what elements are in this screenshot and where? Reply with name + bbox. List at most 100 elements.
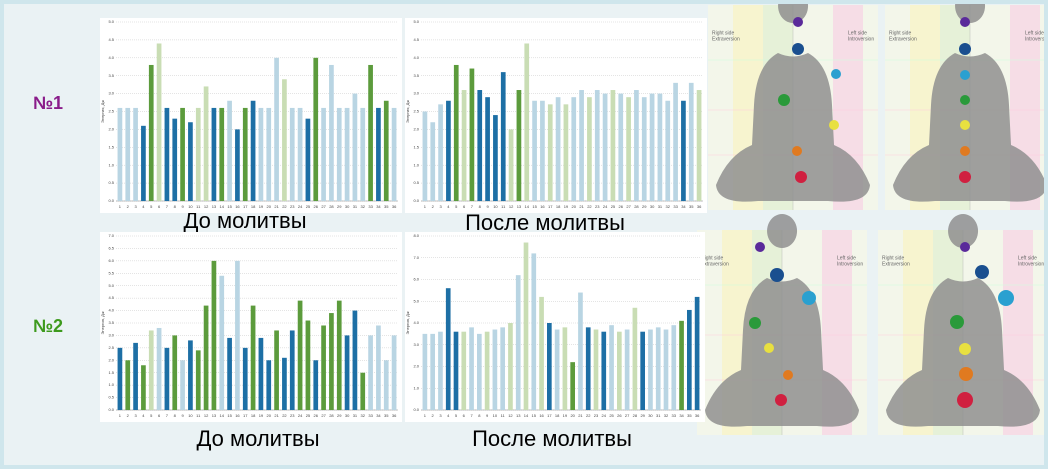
y-tick-label: 1.5 — [108, 370, 114, 375]
x-tick-label: 26 — [314, 413, 319, 418]
x-tick-label: 23 — [290, 413, 295, 418]
bar — [274, 57, 279, 201]
x-tick-label: 34 — [376, 204, 381, 209]
bar — [578, 292, 583, 410]
x-tick-label: 14 — [525, 204, 530, 209]
bar — [227, 100, 232, 201]
x-tick-label: 34 — [681, 204, 686, 209]
bar-chart: Энергия, Дж0.01.02.03.04.05.06.07.08.01 2… — [405, 232, 705, 422]
bar — [609, 325, 614, 410]
x-tick-label: 31 — [353, 413, 358, 418]
bar — [188, 340, 193, 410]
x-tick-label: 34 — [679, 413, 684, 418]
y-tick-label: 1.0 — [413, 385, 419, 390]
bar — [430, 333, 435, 410]
y-tick-label: 4.5 — [108, 37, 114, 42]
side-label: Right side — [712, 30, 734, 36]
x-tick-label: 32 — [664, 413, 669, 418]
bar — [391, 107, 397, 201]
x-tick-label: 12 — [509, 204, 514, 209]
bar — [250, 100, 256, 201]
x-tick-label: 12 — [204, 413, 209, 418]
bar — [360, 372, 366, 410]
y-tick-label: 5.0 — [413, 298, 419, 303]
x-tick-label: 19 — [259, 204, 264, 209]
x-tick-label: 31 — [353, 204, 358, 209]
y-tick-label: 5.5 — [108, 270, 114, 275]
bar — [156, 43, 162, 202]
x-tick-label: 26 — [617, 413, 622, 418]
side-label: Left side — [1018, 255, 1037, 261]
x-tick-label: 17 — [243, 204, 248, 209]
x-tick-label: 29 — [640, 413, 645, 418]
bar — [141, 365, 146, 410]
bar — [383, 360, 389, 410]
x-tick-label: 11 — [501, 204, 506, 209]
bar — [430, 122, 436, 201]
x-tick-label: 18 — [251, 204, 256, 209]
side-label: Right side — [889, 30, 911, 36]
x-tick-label: 4 — [447, 204, 450, 209]
y-tick-label: 1.5 — [413, 144, 419, 149]
x-tick-label: 23 — [290, 204, 295, 209]
bar — [242, 347, 248, 410]
x-tick-label: 35 — [384, 204, 389, 209]
x-tick-label: 32 — [361, 413, 366, 418]
x-tick-label: 15 — [227, 204, 232, 209]
x-tick-label: 1 — [119, 413, 122, 418]
x-tick-label: 27 — [321, 204, 326, 209]
x-tick-label: 30 — [345, 413, 350, 418]
chakra-image: Right side Extraversion Left side Introv… — [877, 213, 1044, 436]
x-tick-label: 9 — [486, 413, 489, 418]
bar — [250, 305, 256, 410]
bar — [141, 125, 146, 201]
y-tick-label: 4.0 — [108, 55, 114, 60]
bar — [657, 93, 663, 201]
caption: После молитвы — [472, 426, 632, 451]
x-tick-label: 14 — [220, 204, 225, 209]
bar — [531, 253, 537, 410]
x-tick-label: 6 — [463, 413, 466, 418]
bar — [593, 329, 599, 410]
x-tick-label: 21 — [274, 204, 279, 209]
bar — [665, 100, 671, 201]
x-tick-label: 35 — [689, 204, 694, 209]
y-tick-label: 3.0 — [108, 91, 114, 96]
x-tick-label: 12 — [204, 204, 209, 209]
y-tick-label: 3.0 — [413, 342, 419, 347]
y-tick-label: 2.0 — [108, 357, 114, 362]
x-tick-label: 5 — [455, 413, 458, 418]
bar — [376, 107, 381, 201]
bar — [649, 93, 655, 201]
x-tick-label: 26 — [314, 204, 319, 209]
x-tick-label: 16 — [540, 204, 545, 209]
side-label: Introversion — [848, 36, 874, 42]
x-tick-label: 5 — [150, 204, 153, 209]
bar — [571, 97, 577, 201]
bar — [508, 129, 514, 201]
bar — [344, 107, 350, 201]
bar — [461, 331, 467, 410]
bar — [485, 97, 490, 201]
y-axis-label: Энергия, Дж — [100, 311, 105, 334]
y-tick-label: 0.5 — [413, 180, 419, 185]
bar — [172, 118, 178, 201]
bar — [438, 104, 443, 201]
bar — [484, 331, 490, 410]
bar — [438, 331, 443, 410]
side-label: Right side — [701, 255, 723, 261]
x-tick-label: 27 — [321, 413, 326, 418]
x-tick-label: 19 — [563, 413, 568, 418]
x-tick-label: 13 — [517, 204, 522, 209]
y-tick-label: 4.5 — [108, 295, 114, 300]
bar — [360, 107, 366, 201]
caption: После молитвы — [465, 210, 625, 235]
bar — [587, 97, 592, 201]
bar — [352, 93, 358, 201]
bar — [164, 347, 170, 410]
bar — [297, 107, 303, 201]
bar — [117, 107, 123, 201]
bar — [671, 325, 677, 410]
y-axis-label: Энергия, Дж — [405, 100, 410, 123]
x-tick-label: 29 — [337, 204, 342, 209]
